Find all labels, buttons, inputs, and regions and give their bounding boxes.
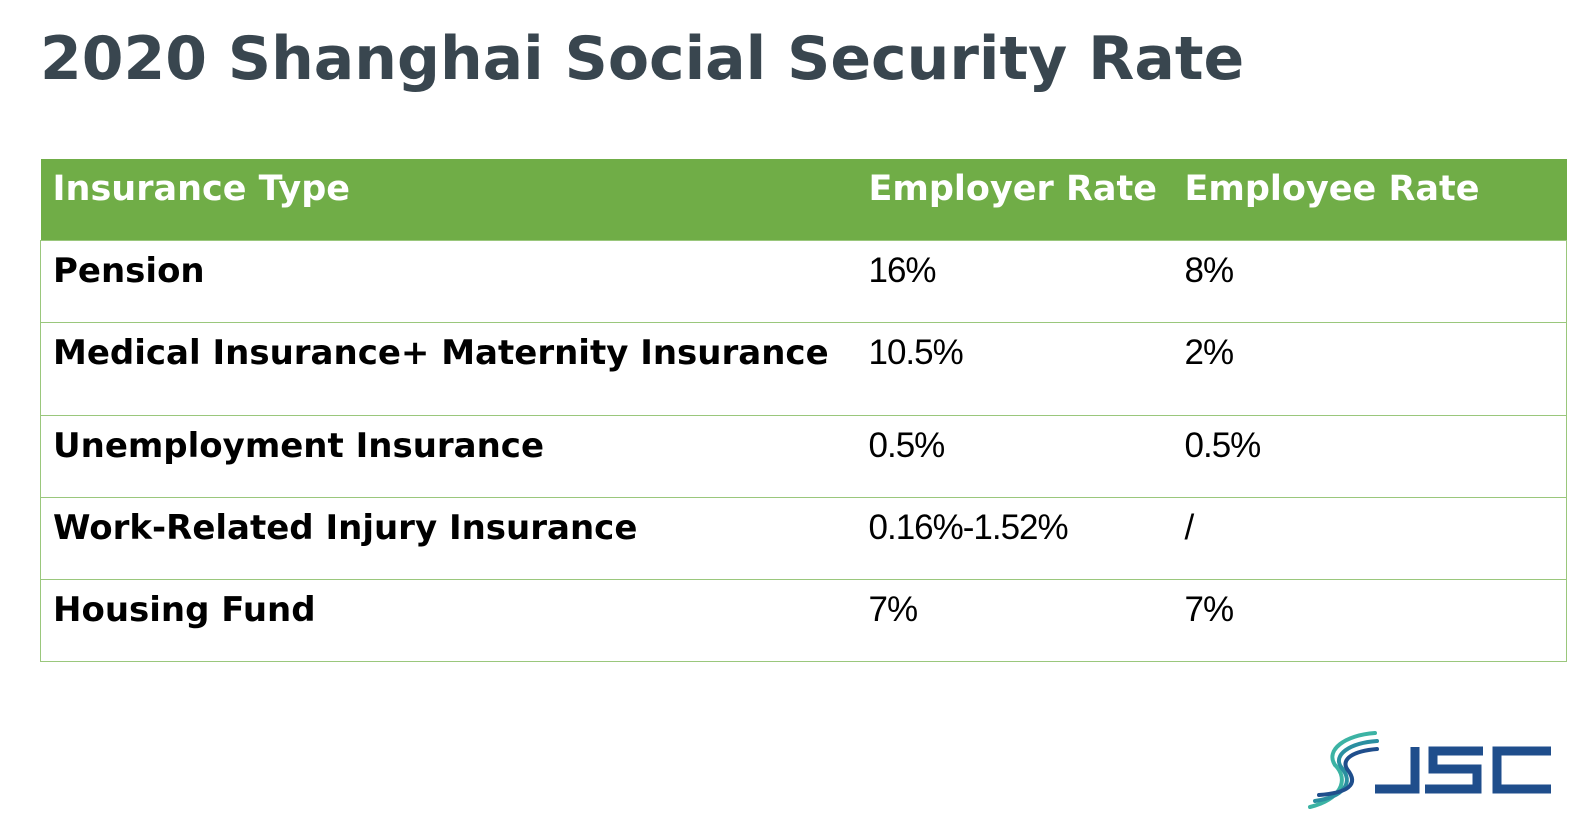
employer-rate-cell: 10.5% [856, 322, 1173, 416]
table-row: Work-Related Injury Insurance 0.16%-1.52… [40, 497, 1567, 580]
employee-rate-cell: 0.5% [1172, 415, 1567, 498]
insurance-type-cell: Housing Fund [40, 579, 857, 662]
table-row: Pension 16% 8% [40, 240, 1567, 323]
column-header-insurance-type: Insurance Type [40, 159, 857, 241]
insurance-type-cell: Medical Insurance+ Maternity Insurance [40, 322, 857, 416]
page-title: 2020 Shanghai Social Security Rate [40, 24, 1245, 94]
table-row: Housing Fund 7% 7% [40, 579, 1567, 662]
insurance-type-cell: Unemployment Insurance [40, 415, 857, 498]
insurance-type-cell: Pension [40, 240, 857, 323]
employer-rate-cell: 0.16%-1.52% [856, 497, 1173, 580]
insurance-type-cell: Work-Related Injury Insurance [40, 497, 857, 580]
employer-rate-cell: 16% [856, 240, 1173, 323]
column-header-employee-rate: Employee Rate [1172, 159, 1567, 241]
employee-rate-cell: 2% [1172, 322, 1567, 416]
table-row: Unemployment Insurance 0.5% 0.5% [40, 415, 1567, 498]
employee-rate-cell: 8% [1172, 240, 1567, 323]
employer-rate-cell: 0.5% [856, 415, 1173, 498]
employee-rate-cell: / [1172, 497, 1567, 580]
table-row: Medical Insurance+ Maternity Insurance 1… [40, 322, 1567, 416]
column-header-employer-rate: Employer Rate [856, 159, 1173, 241]
employer-rate-cell: 7% [856, 579, 1173, 662]
table-header-row: Insurance Type Employer Rate Employee Ra… [40, 159, 1567, 241]
jsc-logo [1305, 725, 1555, 819]
social-security-rate-table: Insurance Type Employer Rate Employee Ra… [40, 159, 1567, 662]
employee-rate-cell: 7% [1172, 579, 1567, 662]
jsc-logo-icon [1308, 731, 1551, 809]
